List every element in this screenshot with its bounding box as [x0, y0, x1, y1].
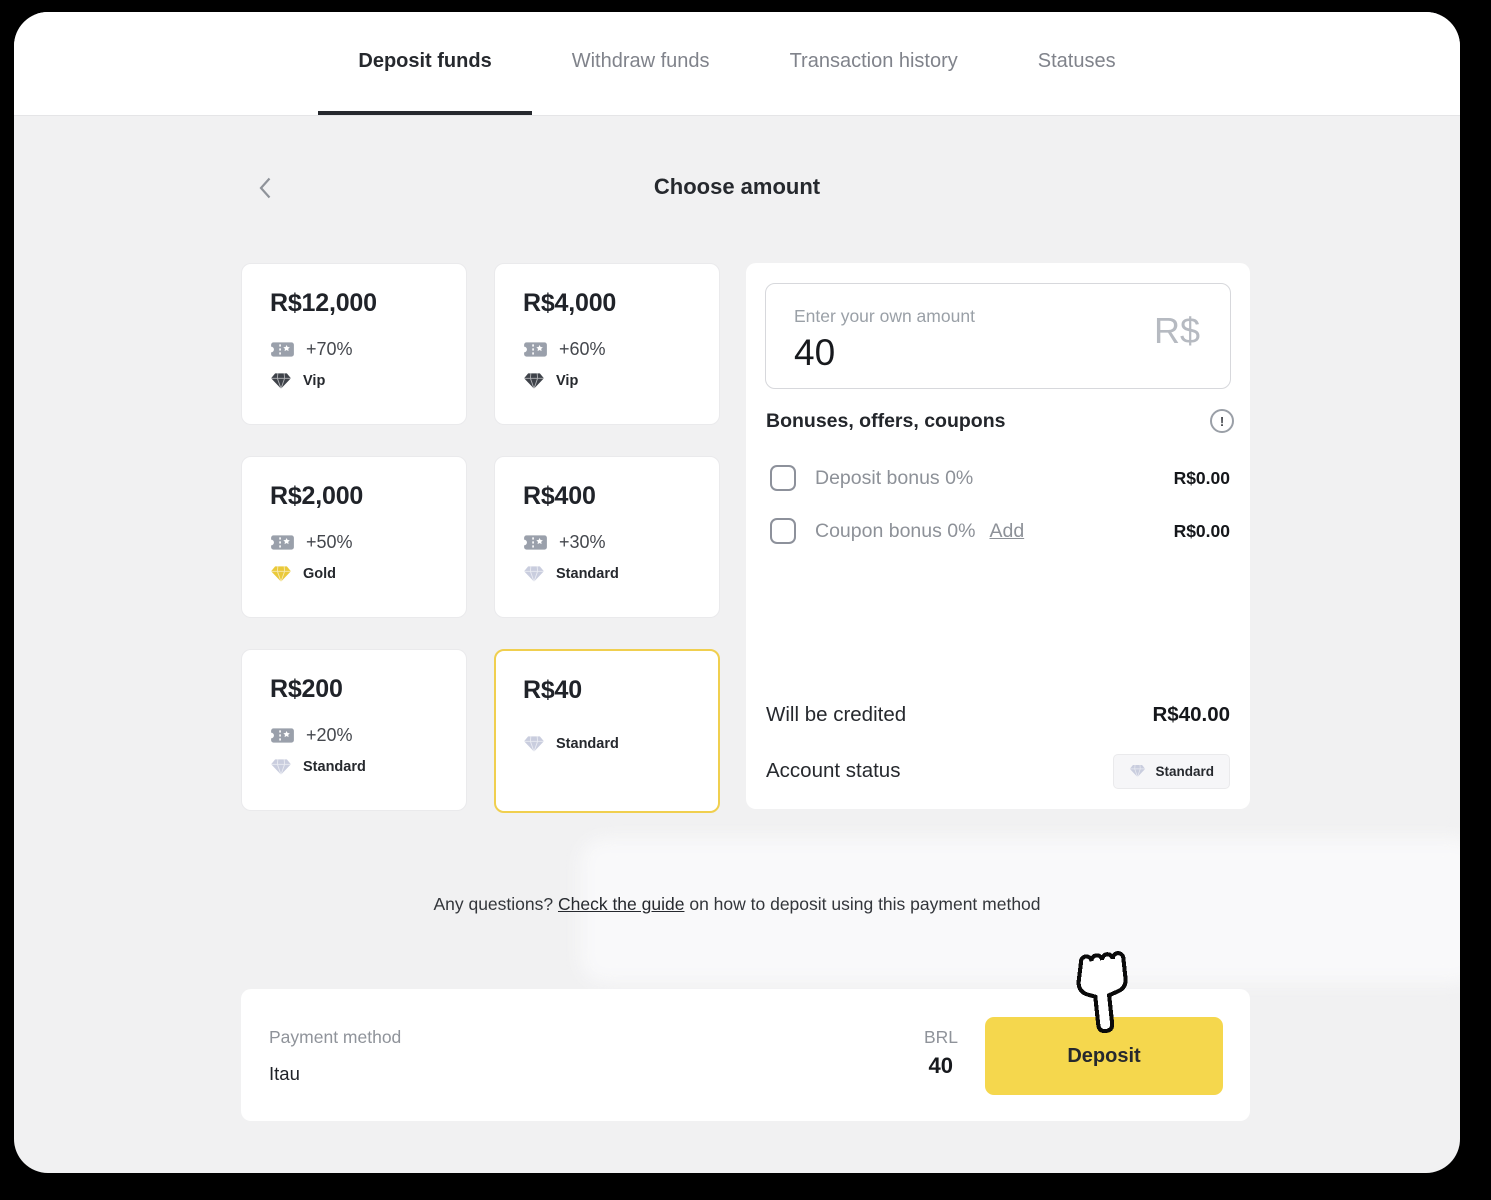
- ticket-icon: [271, 728, 294, 743]
- tab-deposit-funds[interactable]: Deposit funds: [318, 12, 532, 115]
- card-status-label: Gold: [303, 566, 337, 582]
- amount-panel: Enter your own amount R$ Bonuses, offers…: [746, 263, 1250, 809]
- account-status-row: Account status Standard: [766, 752, 1230, 790]
- amount-input-label: Enter your own amount: [794, 306, 975, 326]
- chevron-left-icon: [259, 177, 271, 199]
- guide-prefix: Any questions?: [433, 894, 558, 914]
- back-button[interactable]: [247, 170, 283, 206]
- amount-card-200[interactable]: R$200 +20% Standard: [241, 649, 467, 811]
- card-status-row: Vip: [523, 372, 719, 390]
- amount-card-400[interactable]: R$400 +30% Standard: [494, 456, 720, 618]
- coupon-bonus-row: Coupon bonus 0% Add R$0.00: [770, 518, 1230, 544]
- card-status-label: Vip: [556, 373, 579, 389]
- deposit-content: Choose amount R$12,000 +70% Vip R$4,000: [14, 116, 1460, 1173]
- gem-standard-icon: [524, 566, 544, 582]
- gem-gold-icon: [271, 566, 291, 582]
- ticket-icon: [271, 535, 294, 550]
- amount-grid: R$12,000 +70% Vip R$4,000 +60%: [241, 263, 1250, 813]
- credited-value: R$40.00: [1152, 703, 1230, 726]
- coupon-bonus-label: Coupon bonus 0%: [815, 519, 976, 542]
- check-guide-link[interactable]: Check the guide: [557, 894, 685, 914]
- tab-bar: Deposit funds Withdraw funds Transaction…: [14, 12, 1460, 116]
- card-bonus-label: +30%: [559, 532, 606, 552]
- guide-suffix: on how to deposit using this payment met…: [684, 894, 1041, 914]
- tab-withdraw-funds[interactable]: Withdraw funds: [571, 50, 710, 72]
- card-bonus-row: +60%: [523, 339, 719, 360]
- bonuses-title: Bonuses, offers, coupons: [766, 409, 1006, 432]
- card-bonus-label: +20%: [306, 725, 353, 745]
- card-amount: R$40: [523, 676, 582, 704]
- deposit-bonus-value: R$0.00: [1173, 467, 1230, 488]
- amount-card-2000[interactable]: R$2,000 +50% Gold: [241, 456, 467, 618]
- payment-footer: Payment method Itau BRL 40 Deposit: [241, 989, 1250, 1121]
- card-bonus-row: +30%: [523, 532, 719, 553]
- card-status-row: Standard: [270, 758, 466, 776]
- card-bonus-row: +20%: [270, 725, 466, 746]
- deposit-bonus-checkbox[interactable]: [770, 465, 796, 491]
- amount-input[interactable]: [794, 328, 1034, 378]
- ticket-icon: [524, 535, 547, 550]
- page-title: Choose amount: [653, 174, 821, 199]
- account-status-value: Standard: [1155, 763, 1214, 779]
- deposit-bonus-label: Deposit bonus 0%: [815, 466, 974, 489]
- credited-label: Will be credited: [766, 703, 907, 726]
- gem-standard-icon: [271, 759, 291, 775]
- card-amount: R$400: [523, 482, 596, 510]
- app-window: Deposit funds Withdraw funds Transaction…: [14, 12, 1460, 1173]
- card-status-row: Standard: [523, 735, 718, 753]
- card-status-label: Standard: [303, 759, 366, 775]
- amount-card-12000[interactable]: R$12,000 +70% Vip: [241, 263, 467, 425]
- card-status-label: Standard: [556, 566, 619, 582]
- tab-statuses[interactable]: Statuses: [1037, 50, 1116, 72]
- card-amount: R$12,000: [270, 289, 377, 317]
- account-status-label: Account status: [766, 759, 901, 782]
- card-bonus-label: +60%: [559, 339, 606, 359]
- coupon-bonus-value: R$0.00: [1173, 520, 1230, 541]
- payment-method-label: Payment method: [269, 1027, 402, 1047]
- card-bonus-row: +70%: [270, 339, 466, 360]
- guide-text: Any questions? Check the guide on how to…: [14, 894, 1460, 915]
- card-status-label: Standard: [556, 736, 619, 752]
- card-bonus-row: +50%: [270, 532, 466, 553]
- amount-card-40-selected[interactable]: R$40 Standard: [494, 649, 720, 813]
- tab-transaction-history[interactable]: Transaction history: [789, 50, 958, 72]
- amount-card-4000[interactable]: R$4,000 +60% Vip: [494, 263, 720, 425]
- card-status-label: Vip: [303, 373, 326, 389]
- gem-vip-icon: [271, 373, 291, 389]
- card-amount: R$2,000: [270, 482, 364, 510]
- currency-suffix: R$: [1153, 310, 1200, 351]
- footer-amount: 40: [928, 1053, 953, 1078]
- deposit-bonus-row: Deposit bonus 0% R$0.00: [770, 465, 1230, 491]
- ticket-icon: [271, 342, 294, 357]
- footer-currency: BRL: [923, 1027, 958, 1047]
- payment-method-value: Itau: [269, 1063, 300, 1084]
- deposit-button[interactable]: Deposit: [985, 1017, 1223, 1095]
- account-status-badge: Standard: [1113, 753, 1230, 789]
- card-status-row: Standard: [523, 565, 719, 583]
- bonuses-header: Bonuses, offers, coupons !: [766, 409, 1234, 433]
- ticket-icon: [524, 342, 547, 357]
- credited-row: Will be credited R$40.00: [766, 703, 1230, 727]
- coupon-bonus-checkbox[interactable]: [770, 518, 796, 544]
- custom-amount-field[interactable]: Enter your own amount R$: [765, 283, 1231, 389]
- guide-highlight-band: [580, 838, 1460, 983]
- gem-standard-icon: [524, 736, 544, 752]
- card-bonus-label: +50%: [306, 532, 353, 552]
- info-icon[interactable]: !: [1210, 409, 1234, 433]
- gem-standard-icon: [1130, 765, 1146, 778]
- add-coupon-link[interactable]: Add: [989, 519, 1025, 542]
- card-status-row: Vip: [270, 372, 466, 390]
- card-bonus-label: +70%: [306, 339, 353, 359]
- card-amount: R$200: [270, 675, 343, 703]
- card-amount: R$4,000: [523, 289, 617, 317]
- card-status-row: Gold: [270, 565, 466, 583]
- gem-vip-icon: [524, 373, 544, 389]
